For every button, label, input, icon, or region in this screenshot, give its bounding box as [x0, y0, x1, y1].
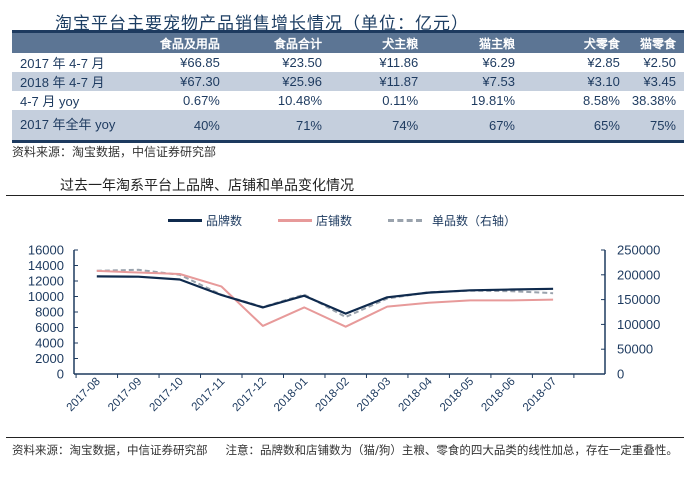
y-tick-label: 8000: [35, 305, 64, 320]
table-cell: ¥6.29: [482, 55, 515, 70]
note-text: 注意：品牌数和店铺数为（猫/狗）主粮、零食的四大品类的线性加总，存在一定重叠性。: [225, 443, 678, 457]
table-cell: 0.11%: [382, 93, 419, 108]
table-cell: ¥3.45: [643, 74, 676, 89]
table-cell: 71%: [227, 110, 330, 143]
table-cell: 8.58%: [583, 93, 620, 108]
row-label: 4-7 月 yoy: [20, 94, 80, 109]
y-tick-label: 10000: [28, 289, 64, 304]
legend-item-stores: 店铺数: [278, 212, 352, 229]
table-cell: ¥7.53: [482, 74, 515, 89]
y2-tick-label: 0: [617, 367, 624, 382]
row-label: 2018 年 4-7 月: [20, 75, 105, 90]
table-cell: 40%: [140, 110, 228, 143]
x-tick-label: 2017-09: [106, 376, 144, 414]
x-tick-label: 2018-04: [396, 375, 435, 414]
line-chart: 0200040006000800010000120001400016000050…: [28, 243, 661, 414]
legend-swatch-solid-pink: [278, 219, 312, 222]
y-tick-label: 14000: [28, 258, 64, 273]
column-header: 猫主粮: [478, 36, 515, 51]
table-row: 2017 年 4-7 月 ¥66.85 ¥23.50 ¥11.86 ¥6.29 …: [12, 53, 684, 72]
y-tick-label: 16000: [28, 243, 64, 258]
column-header: [12, 32, 140, 54]
x-tick-label: 2018-07: [521, 376, 559, 414]
x-tick-label: 2018-02: [314, 376, 352, 414]
legend-item-brands: 品牌数: [168, 212, 242, 229]
x-tick-label: 2017-12: [231, 376, 269, 414]
legend-swatch-dashed-gray: [388, 219, 422, 222]
source-text: 资料来源：淘宝数据，中信证券研究部: [12, 443, 208, 457]
table-cell: 67%: [426, 110, 523, 143]
table-cell: ¥2.85: [587, 55, 620, 70]
table-row: 2018 年 4-7 月 ¥67.30 ¥25.96 ¥11.87 ¥7.53 …: [12, 72, 684, 91]
y-tick-label: 6000: [35, 320, 64, 335]
legend-swatch-solid-navy: [168, 219, 202, 222]
table-cell: 75%: [627, 110, 684, 143]
table-cell: ¥67.30: [180, 74, 220, 89]
y2-tick-label: 150000: [617, 292, 660, 307]
x-tick-label: 2017-08: [65, 376, 103, 414]
table-cell: ¥2.50: [643, 55, 676, 70]
series-line-stores: [96, 269, 554, 328]
y-tick-label: 12000: [28, 274, 64, 289]
table-cell: 10.48%: [277, 93, 322, 108]
legend-label: 店铺数: [316, 214, 353, 228]
y2-tick-label: 50000: [617, 342, 653, 357]
table-cell: ¥3.10: [587, 74, 620, 89]
table-row: 2017 年全年 yoy 40% 71% 74% 67% 65% 75%: [12, 110, 684, 143]
table-cell: ¥11.87: [379, 74, 419, 89]
table-cell: ¥25.96: [282, 74, 322, 89]
table-cell: 38.38%: [631, 93, 676, 108]
table-cell: ¥23.50: [282, 55, 322, 70]
chart-title: 过去一年淘系平台上品牌、店铺和单品变化情况: [60, 178, 354, 194]
table-title: 淘宝平台主要宠物产品销售增长情况（单位：亿元）: [55, 14, 469, 34]
y-tick-label: 4000: [35, 336, 64, 351]
x-tick-label: 2018-05: [438, 376, 476, 414]
table-row: 4-7 月 yoy 0.67% 10.48% 0.11% 19.81% 8.58…: [12, 91, 684, 110]
column-header: 犬零食: [583, 36, 620, 51]
row-label: 2017 年全年 yoy: [12, 110, 141, 143]
x-tick-label: 2018-01: [272, 376, 310, 414]
table-cell: ¥11.86: [379, 55, 419, 70]
x-tick-label: 2017-10: [148, 376, 186, 414]
legend-item-skus: 单品数（右轴）: [388, 212, 516, 229]
chart-source-note: 资料来源：淘宝数据，中信证券研究部 注意：品牌数和店铺数为（猫/狗）主粮、零食的四…: [12, 441, 680, 459]
divider: [6, 437, 684, 438]
x-tick-label: 2017-11: [190, 376, 228, 414]
table-cell: 65%: [523, 110, 628, 143]
row-label: 2017 年 4-7 月: [20, 56, 105, 71]
column-header: 食品合计: [273, 36, 322, 51]
y-tick-label: 2000: [35, 351, 64, 366]
y2-tick-label: 200000: [617, 267, 660, 282]
table-cell: 74%: [330, 110, 427, 143]
table-header-row: 食品及用品 食品合计 犬主粮 猫主粮 犬零食 猫零食: [12, 31, 684, 54]
table-cell: 19.81%: [470, 93, 515, 108]
table-cell: ¥66.85: [180, 55, 220, 70]
table-source-note: 资料来源：淘宝数据，中信证券研究部: [12, 145, 217, 159]
sales-growth-table: 食品及用品 食品合计 犬主粮 猫主粮 犬零食 猫零食 2017 年 4-7 月 …: [12, 30, 684, 143]
legend-label: 品牌数: [206, 214, 243, 228]
legend-label: 单品数（右轴）: [432, 214, 517, 228]
x-tick-label: 2018-03: [355, 376, 393, 414]
series-line-brands: [96, 275, 554, 315]
x-tick-label: 2018-06: [479, 376, 517, 414]
table-cell: 0.67%: [183, 93, 220, 108]
column-header: 猫零食: [639, 36, 676, 51]
y-tick-label: 0: [57, 367, 64, 382]
column-header: 食品及用品: [159, 36, 220, 51]
y2-tick-label: 250000: [617, 243, 660, 258]
column-header: 犬主粮: [382, 36, 419, 51]
y2-tick-label: 100000: [617, 317, 660, 332]
divider: [6, 195, 684, 196]
series-line-skus: [96, 268, 554, 318]
